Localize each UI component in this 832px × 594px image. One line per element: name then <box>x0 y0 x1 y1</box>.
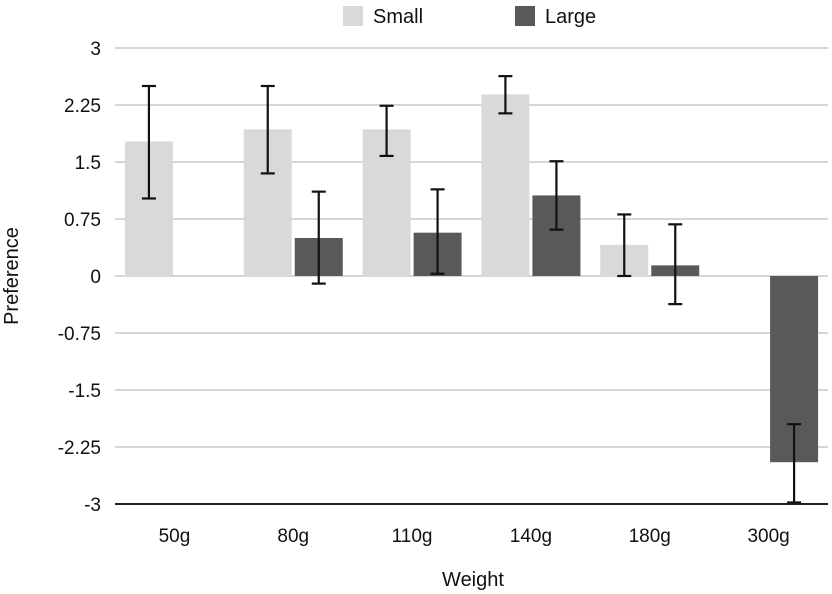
bars <box>124 94 819 463</box>
legend-label-large: Large <box>545 6 596 28</box>
y-tick-label: -1.5 <box>68 381 101 402</box>
y-tick-label: 0 <box>90 267 101 288</box>
legend: Small Large <box>343 6 596 28</box>
x-tick-label: 50g <box>159 526 191 547</box>
x-tick-label: 300g <box>747 526 789 547</box>
y-tick-labels: 3 2.25 1.5 0.75 0 -0.75 -1.5 -2.25 -3 <box>58 39 101 516</box>
error-bars <box>141 75 802 504</box>
y-tick-label: 3 <box>90 39 101 60</box>
bar-small-140g <box>481 94 530 276</box>
x-tick-label: 140g <box>510 526 552 547</box>
x-tick-label: 110g <box>392 526 433 547</box>
y-tick-label: -0.75 <box>58 324 101 345</box>
legend-swatch-large <box>515 6 535 26</box>
y-tick-label: -2.25 <box>58 438 101 459</box>
y-axis-title: Preference <box>1 227 23 325</box>
y-tick-label: 2.25 <box>64 96 101 117</box>
y-tick-label: 1.5 <box>75 153 101 174</box>
x-tick-labels: 50g 80g 110g 140g 180g 300g <box>159 526 790 547</box>
x-tick-label: 80g <box>277 526 309 547</box>
y-tick-label: 0.75 <box>64 210 101 231</box>
legend-swatch-small <box>343 6 363 26</box>
x-tick-label: 180g <box>629 526 671 547</box>
legend-label-small: Small <box>373 6 423 28</box>
gridlines <box>115 47 828 505</box>
y-tick-label: -3 <box>84 495 101 516</box>
x-axis-title: Weight <box>442 569 504 591</box>
